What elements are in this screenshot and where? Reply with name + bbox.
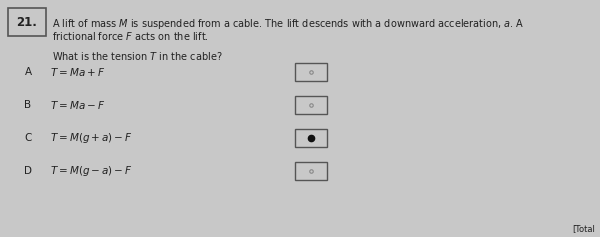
Bar [295,129,327,147]
Text: What is the tension $T$ in the cable?: What is the tension $T$ in the cable? [52,50,223,62]
Bar [295,162,327,180]
Bar [295,63,327,81]
Text: $T = Ma - F$: $T = Ma - F$ [50,99,105,111]
Bar [8,8,46,36]
Text: A lift of mass $M$ is suspended from a cable. The lift descends with a downward : A lift of mass $M$ is suspended from a c… [52,17,524,31]
Text: $T = M(g - a) - F$: $T = M(g - a) - F$ [50,164,133,178]
Text: [Total: [Total [572,224,595,233]
Text: C: C [25,133,32,143]
Text: A: A [25,67,32,77]
Text: B: B [25,100,32,110]
Text: D: D [24,166,32,176]
Text: 21.: 21. [17,15,37,28]
Text: $T = M(g + a) - F$: $T = M(g + a) - F$ [50,131,133,145]
Text: frictional force $F$ acts on the lift.: frictional force $F$ acts on the lift. [52,30,209,42]
Text: $T = Ma + F$: $T = Ma + F$ [50,66,105,78]
Bar [295,96,327,114]
